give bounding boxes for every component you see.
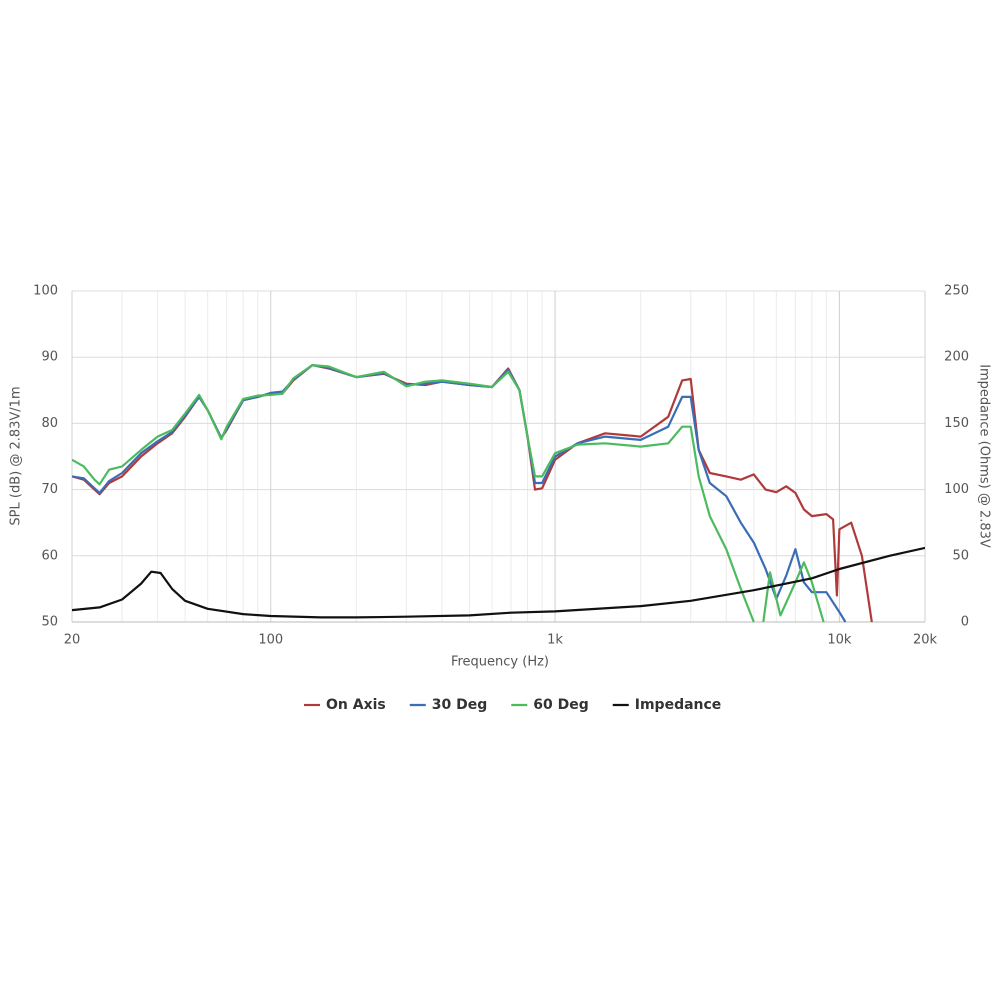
y-tick-label: 50 [41, 615, 58, 630]
y2-tick-label: 200 [944, 350, 969, 365]
y-tick-label: 60 [41, 548, 58, 563]
legend-label: On Axis [326, 697, 386, 713]
x-tick-label: 100 [258, 633, 283, 648]
x-axis-label: Frequency (Hz) [451, 655, 549, 670]
y2-tick-label: 250 [944, 284, 969, 299]
y2-tick-label: 50 [952, 548, 969, 563]
y2-tick-label: 0 [961, 615, 969, 630]
y-tick-label: 80 [41, 416, 58, 431]
series-line [72, 546, 925, 619]
y-tick-label: 100 [33, 284, 58, 299]
y-axis-label: SPL (dB) @ 2.83V/1m [9, 386, 24, 525]
legend-label: Impedance [635, 697, 722, 713]
y-tick-label: 70 [41, 482, 58, 497]
y2-axis-label: Impedance (Ohms) @ 2.83V [977, 364, 992, 548]
x-tick-label: 1k [547, 633, 563, 648]
legend: On Axis 30 Deg 60 Deg Impedance [304, 697, 721, 713]
legend-label: 60 Deg [533, 697, 589, 713]
legend-label: 30 Deg [432, 697, 488, 713]
y2-tick-label: 100 [944, 482, 969, 497]
x-tick-label: 20 [64, 633, 81, 648]
series-line [72, 364, 847, 623]
x-tick-label: 10k [827, 633, 852, 648]
y2-tick-label: 150 [944, 416, 969, 431]
y-tick-label: 90 [41, 350, 58, 365]
x-tick-label: 20k [913, 633, 938, 648]
